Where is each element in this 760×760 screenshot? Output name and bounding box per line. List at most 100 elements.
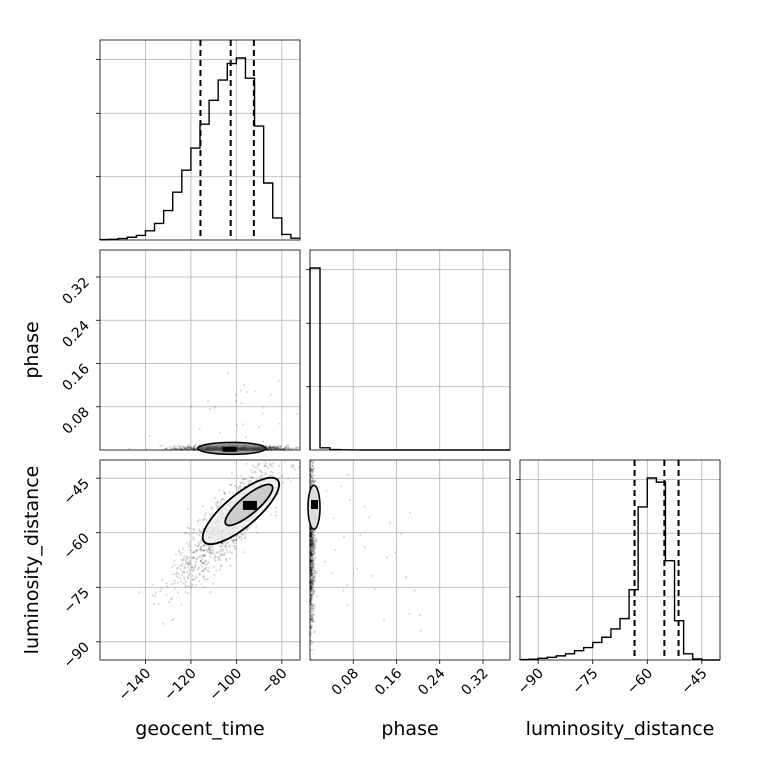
scatter-point: [310, 563, 313, 566]
scatter-point: [213, 557, 216, 560]
scatter-point: [310, 477, 313, 480]
scatter-point: [310, 574, 313, 578]
scatter-point: [311, 615, 314, 618]
scatter-point: [198, 573, 201, 576]
scatter-point: [238, 484, 241, 487]
scatter-point: [311, 477, 314, 480]
scatter-point: [209, 590, 212, 594]
scatter-point: [310, 475, 313, 479]
scatter-point: [171, 565, 174, 569]
scatter-point: [312, 545, 315, 548]
scatter-point: [312, 542, 315, 545]
scatter-point: [310, 570, 313, 573]
scatter-point: [202, 575, 205, 578]
scatter-point: [191, 447, 195, 451]
scatter-point: [216, 507, 219, 510]
scatter-point: [263, 464, 267, 467]
scatter-point: [192, 566, 196, 570]
scatter-point: [311, 574, 314, 577]
scatter-point: [312, 648, 315, 651]
scatter-point: [151, 594, 154, 597]
scatter-point: [242, 478, 245, 481]
scatter-point: [296, 412, 299, 415]
scatter-point: [311, 571, 314, 575]
y-tick-label: 0.32: [59, 275, 92, 308]
scatter-point: [289, 480, 292, 483]
scatter-point: [231, 492, 234, 495]
scatter-point: [310, 598, 313, 601]
scatter-point: [204, 559, 207, 562]
scatter-point: [310, 546, 313, 549]
scatter-point: [185, 586, 188, 589]
scatter-point: [181, 562, 184, 565]
scatter-point: [275, 447, 278, 450]
scatter-point: [198, 579, 201, 583]
scatter-point: [313, 551, 316, 554]
scatter-point: [310, 530, 313, 533]
scatter-point: [235, 538, 238, 542]
scatter-point: [167, 600, 171, 604]
scatter-point: [271, 462, 275, 465]
scatter-point: [270, 446, 273, 449]
scatter-point: [310, 580, 313, 583]
scatter-point: [310, 580, 313, 583]
scatter-point: [312, 575, 315, 578]
scatter-point: [311, 619, 315, 622]
scatter-point: [138, 591, 141, 594]
scatter-point: [278, 446, 281, 450]
scatter-point: [310, 603, 313, 606]
scatter-point: [159, 589, 162, 593]
scatter-point: [243, 536, 247, 540]
scatter-point: [216, 500, 219, 504]
scatter-point: [273, 446, 276, 449]
scatter-point: [200, 546, 203, 549]
scatter-point: [173, 447, 176, 450]
scatter-point: [312, 546, 315, 550]
scatter-point: [187, 445, 190, 448]
scatter-point: [187, 572, 191, 575]
scatter-point: [192, 447, 195, 450]
scatter-point: [310, 538, 313, 542]
x-tick-label: −60: [624, 666, 656, 698]
scatter-point: [204, 553, 207, 556]
scatter-point: [342, 535, 346, 539]
scatter-point: [310, 572, 314, 575]
scatter-point: [310, 552, 313, 555]
scatter-point: [177, 447, 181, 450]
scatter-point: [225, 548, 229, 551]
scatter-point: [310, 559, 313, 562]
scatter-point: [239, 532, 242, 535]
scatter-point: [174, 572, 177, 576]
scatter-point: [311, 586, 314, 589]
scatter-point: [313, 589, 316, 593]
scatter-point: [310, 626, 313, 629]
scatter-point: [311, 576, 314, 580]
scatter-point: [226, 542, 229, 545]
scatter-point: [187, 563, 190, 567]
scatter-point: [208, 545, 211, 549]
scatter-point: [310, 532, 314, 535]
scatter-point: [413, 589, 416, 592]
scatter-point: [274, 447, 277, 450]
scatter-point: [316, 595, 319, 598]
scatter-point: [309, 595, 313, 598]
scatter-point: [259, 475, 262, 478]
density-core: [311, 500, 318, 509]
scatter-point: [193, 447, 196, 450]
scatter-point: [175, 571, 179, 574]
scatter-point: [222, 497, 225, 501]
scatter-point: [312, 602, 315, 605]
scatter-point: [309, 552, 313, 555]
scatter-point: [310, 584, 313, 587]
scatter-point: [219, 568, 222, 571]
scatter-point: [310, 468, 313, 472]
scatter-point: [185, 531, 188, 535]
scatter-point: [313, 569, 316, 573]
scatter-point: [313, 630, 317, 633]
scatter-point: [210, 513, 213, 516]
scatter-point: [206, 562, 209, 566]
xlabel-geocent-time: geocent_time: [135, 718, 264, 740]
scatter-point: [270, 465, 274, 468]
scatter-point: [310, 541, 313, 544]
scatter-point: [204, 566, 207, 569]
